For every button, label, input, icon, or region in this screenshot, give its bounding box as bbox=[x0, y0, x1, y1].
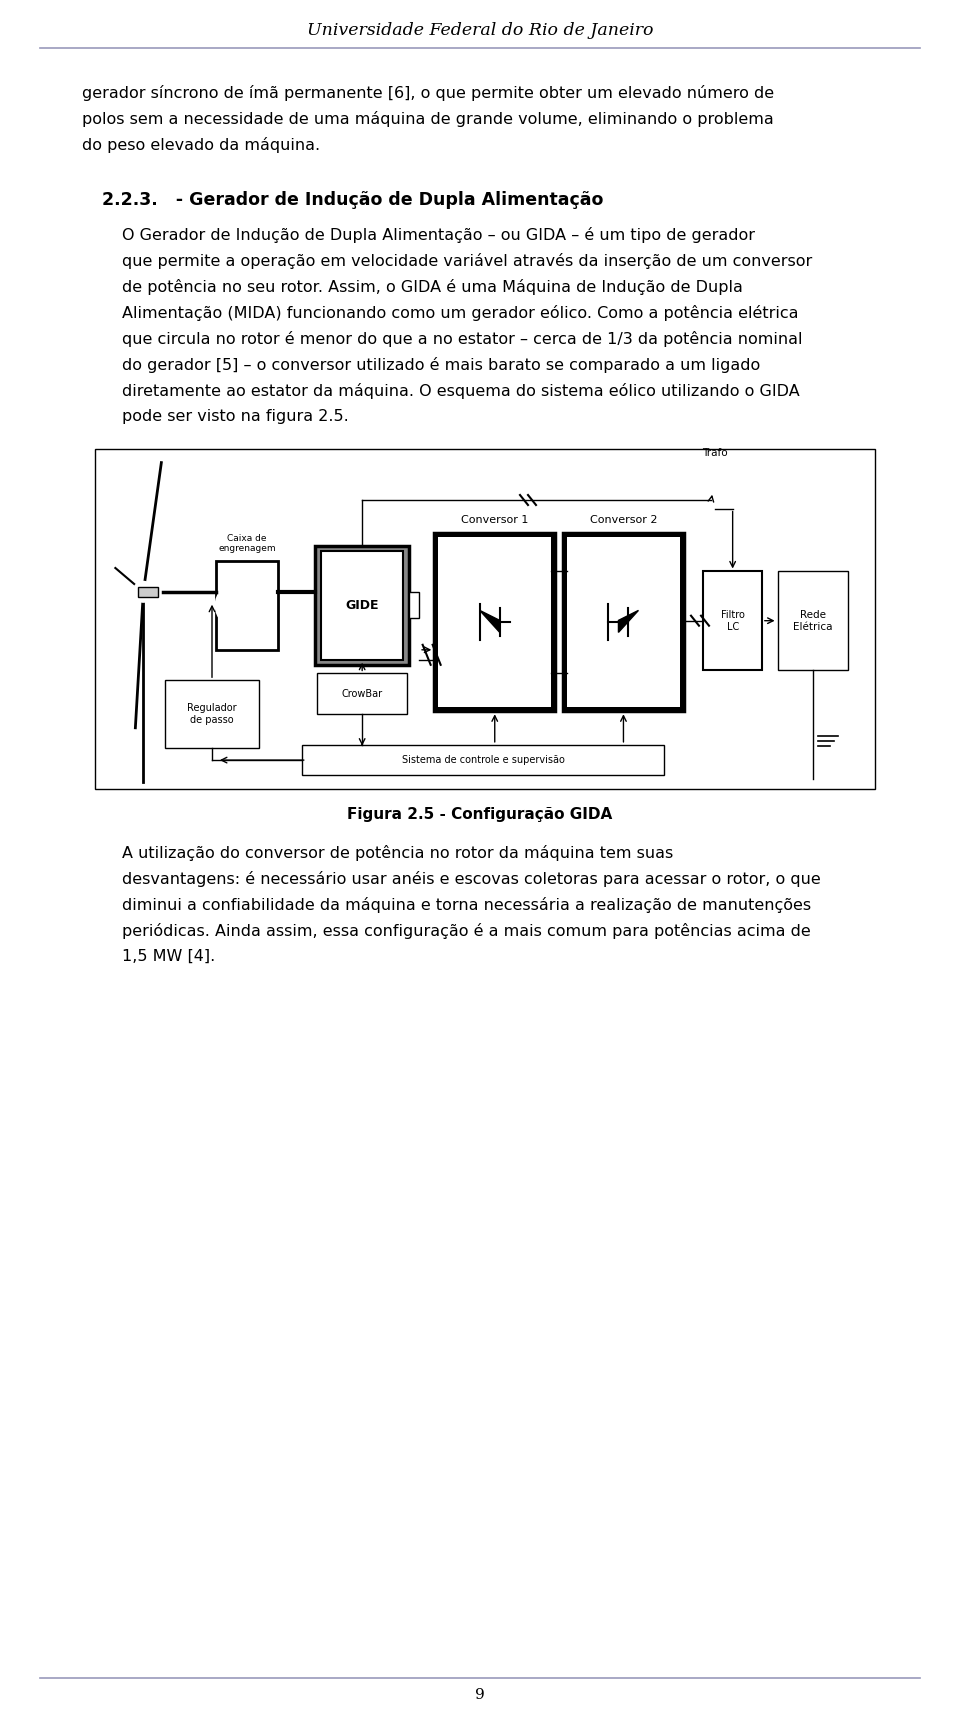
Bar bbox=[165, 680, 259, 749]
Text: Figura 2.5 - Configuração GIDA: Figura 2.5 - Configuração GIDA bbox=[348, 807, 612, 822]
Bar bbox=[778, 572, 848, 670]
Circle shape bbox=[695, 467, 723, 494]
Text: GIDE: GIDE bbox=[346, 599, 379, 611]
Bar bbox=[315, 546, 409, 664]
Text: CrowBar: CrowBar bbox=[342, 689, 383, 699]
Text: periódicas. Ainda assim, essa configuração é a mais comum para potências acima d: periódicas. Ainda assim, essa configuraç… bbox=[122, 924, 811, 939]
Bar bbox=[318, 673, 407, 714]
Text: A utilização do conversor de potência no rotor da máquina tem suas: A utilização do conversor de potência no… bbox=[122, 845, 673, 860]
Text: polos sem a necessidade de uma máquina de grande volume, eliminando o problema: polos sem a necessidade de uma máquina d… bbox=[82, 112, 774, 127]
Bar bbox=[409, 592, 420, 618]
Text: 1,5 MW [4].: 1,5 MW [4]. bbox=[122, 950, 215, 963]
Text: Rede
Elétrica: Rede Elétrica bbox=[793, 610, 832, 632]
Circle shape bbox=[789, 733, 805, 749]
Text: Filtro
LC: Filtro LC bbox=[721, 610, 745, 632]
Text: do gerador [5] – o conversor utilizado é mais barato se comparado a um ligado: do gerador [5] – o conversor utilizado é… bbox=[122, 357, 760, 373]
Bar bbox=[438, 537, 551, 707]
Bar bbox=[563, 534, 684, 711]
Text: que permite a operação em velocidade variável através da inserção de um converso: que permite a operação em velocidade var… bbox=[122, 252, 812, 270]
Text: Trafo: Trafo bbox=[703, 448, 728, 458]
Bar bbox=[216, 561, 278, 649]
Text: 2.2.3.   - Gerador de Indução de Dupla Alimentação: 2.2.3. - Gerador de Indução de Dupla Ali… bbox=[102, 191, 604, 209]
Text: Universidade Federal do Rio de Janeiro: Universidade Federal do Rio de Janeiro bbox=[307, 22, 653, 39]
Circle shape bbox=[133, 582, 154, 601]
Circle shape bbox=[216, 584, 260, 627]
Text: pode ser visto na figura 2.5.: pode ser visto na figura 2.5. bbox=[122, 409, 348, 424]
Text: diretamente ao estator da máquina. O esquema do sistema eólico utilizando o GIDA: diretamente ao estator da máquina. O esq… bbox=[122, 383, 800, 398]
Text: Caixa de
engrenagem: Caixa de engrenagem bbox=[218, 534, 276, 553]
Bar bbox=[704, 572, 762, 670]
Circle shape bbox=[675, 467, 704, 494]
Bar bbox=[322, 551, 403, 659]
Text: Alimentação (MIDA) funcionando como um gerador eólico. Como a potência elétrica: Alimentação (MIDA) funcionando como um g… bbox=[122, 306, 799, 321]
Circle shape bbox=[685, 481, 713, 508]
Text: do peso elevado da máquina.: do peso elevado da máquina. bbox=[82, 137, 320, 153]
Text: Regulador
de passo: Regulador de passo bbox=[187, 704, 237, 725]
Text: que circula no rotor é menor do que a no estator – cerca de 1/3 da potência nomi: que circula no rotor é menor do que a no… bbox=[122, 331, 803, 347]
Text: diminui a confiabilidade da máquina e torna necessária a realização de manutençõ: diminui a confiabilidade da máquina e to… bbox=[122, 896, 811, 913]
Text: Conversor 2: Conversor 2 bbox=[589, 515, 658, 525]
Text: Conversor 1: Conversor 1 bbox=[461, 515, 528, 525]
Bar bbox=[138, 587, 158, 598]
Bar bbox=[301, 745, 664, 776]
Text: gerador síncrono de ímã permanente [6], o que permite obter um elevado número de: gerador síncrono de ímã permanente [6], … bbox=[82, 86, 774, 101]
Circle shape bbox=[239, 587, 275, 623]
Bar bbox=[434, 534, 555, 711]
Polygon shape bbox=[480, 611, 500, 632]
Text: desvantagens: é necessário usar anéis e escovas coletoras para acessar o rotor, : desvantagens: é necessário usar anéis e … bbox=[122, 871, 821, 888]
Text: O Gerador de Indução de Dupla Alimentação – ou GIDA – é um tipo de gerador: O Gerador de Indução de Dupla Alimentaçã… bbox=[122, 227, 755, 244]
Text: Sistema de controle e supervisão: Sistema de controle e supervisão bbox=[401, 755, 564, 766]
Bar bbox=[567, 537, 680, 707]
Text: de potência no seu rotor. Assim, o GIDA é uma Máquina de Indução de Dupla: de potência no seu rotor. Assim, o GIDA … bbox=[122, 278, 743, 295]
Text: 9: 9 bbox=[475, 1688, 485, 1702]
Bar bbox=[95, 450, 875, 790]
Polygon shape bbox=[618, 611, 638, 632]
